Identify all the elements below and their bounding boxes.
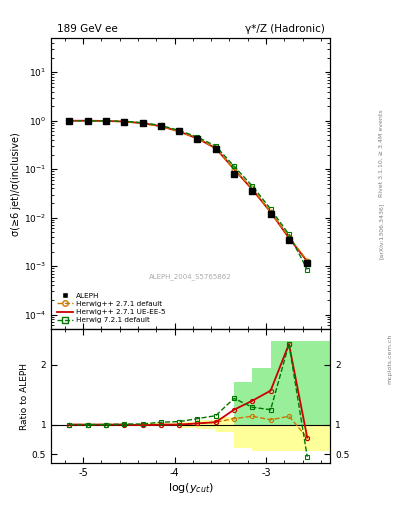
X-axis label: log($y_{cut}$): log($y_{cut}$) bbox=[168, 481, 213, 495]
Text: ALEPH_2004_S5765862: ALEPH_2004_S5765862 bbox=[149, 273, 232, 280]
Text: mcplots.cern.ch: mcplots.cern.ch bbox=[387, 333, 392, 383]
Text: Rivet 3.1.10, ≥ 3.4M events: Rivet 3.1.10, ≥ 3.4M events bbox=[379, 110, 384, 198]
Y-axis label: σ(≥6 jet)/σ(inclusive): σ(≥6 jet)/σ(inclusive) bbox=[11, 132, 21, 236]
Text: 189 GeV ee: 189 GeV ee bbox=[57, 24, 118, 34]
Text: [arXiv:1306.3436]: [arXiv:1306.3436] bbox=[379, 202, 384, 259]
Legend: ALEPH, Herwig++ 2.7.1 default, Herwig++ 2.7.1 UE-EE-5, Herwig 7.2.1 default: ALEPH, Herwig++ 2.7.1 default, Herwig++ … bbox=[54, 290, 169, 326]
Text: γ*/Z (Hadronic): γ*/Z (Hadronic) bbox=[245, 24, 325, 34]
Y-axis label: Ratio to ALEPH: Ratio to ALEPH bbox=[20, 363, 29, 430]
